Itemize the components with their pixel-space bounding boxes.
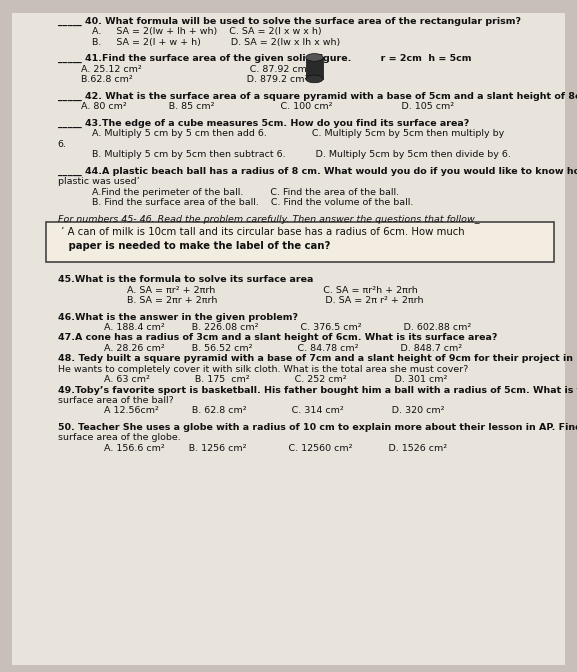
Bar — [46, 222, 554, 261]
Text: 48. Tedy built a square pyramid with a base of 7cm and a slant height of 9cm for: 48. Tedy built a square pyramid with a b… — [58, 354, 577, 364]
Text: B. Multiply 5 cm by 5cm then subtract 6.          D. Multiply 5cm by 5cm then di: B. Multiply 5 cm by 5cm then subtract 6.… — [92, 150, 511, 159]
Text: _____ 40. What formula will be used to solve the surface area of the rectangular: _____ 40. What formula will be used to s… — [58, 17, 520, 26]
Text: B.62.8 cm²                                      D. 879.2 cm²: B.62.8 cm² D. 879.2 cm² — [81, 75, 308, 84]
Text: A.     SA = 2(lw + lh + wh)    C. SA = 2(l x w x h): A. SA = 2(lw + lh + wh) C. SA = 2(l x w … — [92, 28, 322, 36]
Text: He wants to completely cover it with silk cloth. What is the total area she must: He wants to completely cover it with sil… — [58, 365, 468, 374]
Text: _____ 42. What is the surface area of a square pyramid with a base of 5cm and a : _____ 42. What is the surface area of a … — [58, 92, 577, 101]
Text: A. Multiply 5 cm by 5 cm then add 6.               C. Multiply 5cm by 5cm then m: A. Multiply 5 cm by 5 cm then add 6. C. … — [92, 129, 504, 138]
Text: 49.Toby’s favorite sport is basketball. His father bought him a ball with a radi: 49.Toby’s favorite sport is basketball. … — [58, 386, 577, 394]
Text: 50. Teacher She uses a globe with a radius of 10 cm to explain more about their : 50. Teacher She uses a globe with a radi… — [58, 423, 577, 432]
Text: surface area of the ball?: surface area of the ball? — [58, 396, 174, 405]
Ellipse shape — [306, 75, 323, 83]
Text: 46.What is the answer in the given problem?: 46.What is the answer in the given probl… — [58, 312, 298, 322]
Text: _____ 44.A plastic beach ball has a radius of 8 cm. What would you do if you wou: _____ 44.A plastic beach ball has a radi… — [58, 167, 577, 176]
Text: A. 25.12 cm²                                    C. 87.92 cm²: A. 25.12 cm² C. 87.92 cm² — [81, 65, 310, 74]
Text: A.Find the perimeter of the ball.         C. Find the area of the ball.: A.Find the perimeter of the ball. C. Fin… — [92, 187, 399, 197]
Text: A. 156.6 cm²        B. 1256 cm²              C. 12560 cm²            D. 1526 cm²: A. 156.6 cm² B. 1256 cm² C. 12560 cm² D.… — [104, 444, 447, 453]
Text: A. 28.26 cm²         B. 56.52 cm²               C. 84.78 cm²              D. 848: A. 28.26 cm² B. 56.52 cm² C. 84.78 cm² D… — [104, 344, 462, 353]
Text: B. SA = 2πr + 2πrh                                    D. SA = 2π r² + 2πrh: B. SA = 2πr + 2πrh D. SA = 2π r² + 2πrh — [127, 296, 424, 305]
Ellipse shape — [306, 54, 323, 61]
Text: B.     SA = 2(l + w + h)          D. SA = 2(lw x lh x wh): B. SA = 2(l + w + h) D. SA = 2(lw x lh x… — [92, 38, 340, 46]
Text: For numbers 45- 46. Read the problem carefully. Then answer the questions that f: For numbers 45- 46. Read the problem car… — [58, 214, 479, 224]
Text: A. 63 cm²               B. 175  cm²               C. 252 cm²                D. 3: A. 63 cm² B. 175 cm² C. 252 cm² D. 3 — [104, 375, 447, 384]
Text: plastic was used’: plastic was used’ — [58, 177, 140, 186]
Text: A 12.56cm²           B. 62.8 cm²               C. 314 cm²                D. 320 : A 12.56cm² B. 62.8 cm² C. 314 cm² D. 320 — [104, 407, 444, 415]
Text: 6.: 6. — [58, 140, 67, 149]
Text: A. 188.4 cm²         B. 226.08 cm²              C. 376.5 cm²              D. 602: A. 188.4 cm² B. 226.08 cm² C. 376.5 cm² … — [104, 323, 471, 332]
Text: paper is needed to make the label of the can?: paper is needed to make the label of the… — [58, 241, 330, 251]
Text: 47.A cone has a radius of 3cm and a slant height of 6cm. What is its surface are: 47.A cone has a radius of 3cm and a slan… — [58, 333, 497, 343]
Text: surface area of the globe.: surface area of the globe. — [58, 433, 181, 442]
Text: ’ A can of milk is 10cm tall and its circular base has a radius of 6cm. How much: ’ A can of milk is 10cm tall and its cir… — [58, 227, 464, 237]
Text: B. Find the surface area of the ball.    C. Find the volume of the ball.: B. Find the surface area of the ball. C.… — [92, 198, 414, 207]
Bar — [306, 57, 323, 79]
Text: A. SA = πr² + 2πrh                                    C. SA = πr²h + 2πrh: A. SA = πr² + 2πrh C. SA = πr²h + 2πrh — [127, 286, 418, 294]
Text: _____ 43.The edge of a cube measures 5cm. How do you find its surface area?: _____ 43.The edge of a cube measures 5cm… — [58, 119, 469, 128]
Text: _____ 41.Find the surface area of the given solid figure.         r = 2cm  h = 5: _____ 41.Find the surface area of the gi… — [58, 54, 471, 63]
Text: 45.What is the formula to solve its surface area: 45.What is the formula to solve its surf… — [58, 275, 313, 284]
Text: A. 80 cm²              B. 85 cm²                      C. 100 cm²                : A. 80 cm² B. 85 cm² C. 100 cm² — [81, 102, 454, 111]
